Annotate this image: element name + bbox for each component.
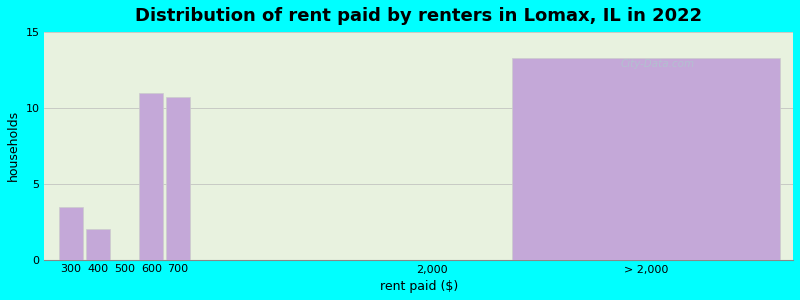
Y-axis label: households: households bbox=[7, 110, 20, 182]
Text: City-Data.com: City-Data.com bbox=[621, 59, 695, 69]
Bar bbox=[86, 229, 110, 260]
Bar bbox=[512, 58, 780, 259]
Title: Distribution of rent paid by renters in Lomax, IL in 2022: Distribution of rent paid by renters in … bbox=[135, 7, 702, 25]
Bar bbox=[59, 206, 83, 260]
X-axis label: rent paid ($): rent paid ($) bbox=[379, 280, 458, 293]
Bar bbox=[139, 93, 163, 260]
Bar bbox=[166, 97, 190, 260]
